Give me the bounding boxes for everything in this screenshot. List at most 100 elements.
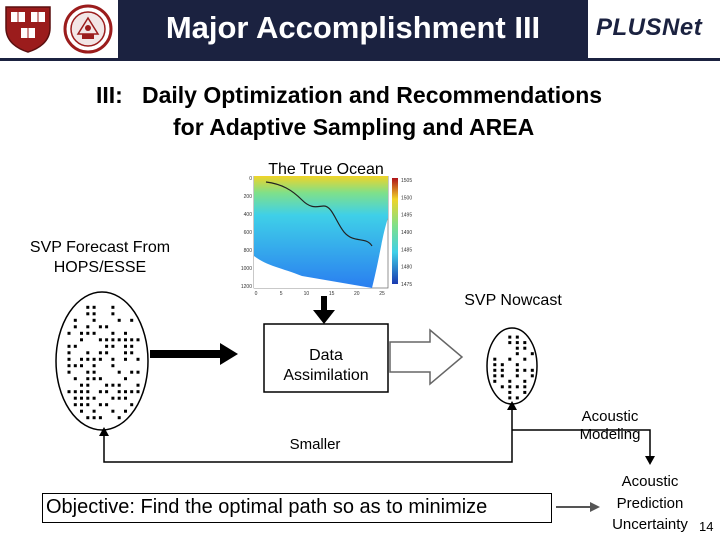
ensemble-dot — [508, 385, 512, 389]
ensemble-dot — [98, 377, 102, 381]
x-tick-label: 15 — [329, 291, 335, 297]
true-ocean-arrow-shaft — [321, 296, 327, 310]
ensemble-dot — [493, 368, 497, 372]
ensemble-dot — [136, 370, 140, 374]
colorbar-tick-label: 1505 — [401, 178, 412, 184]
ensemble-dot — [111, 383, 115, 387]
ensemble-dot — [73, 325, 77, 329]
ensemble-dot — [92, 305, 96, 309]
y-tick-label: 800 — [244, 248, 253, 254]
ensemble-dot — [124, 390, 127, 394]
feedback-loop-line — [103, 404, 513, 463]
ensemble-dot — [508, 357, 512, 361]
ensemble-dot — [523, 379, 527, 383]
ensemble-dot — [111, 312, 115, 316]
ensemble-dot — [530, 368, 534, 372]
title-bar — [118, 0, 588, 58]
ensemble-dot — [111, 396, 115, 400]
svp-nowcast-label: SVP Nowcast — [464, 292, 562, 309]
ensemble-dot — [86, 357, 90, 361]
page-number: 14 — [699, 519, 714, 534]
data-assimilation-label-line-1: Data — [309, 347, 343, 364]
ensemble-dot — [117, 318, 121, 322]
ensemble-dot — [523, 357, 527, 361]
ensemble-dot — [98, 351, 102, 355]
ensemble-dot — [86, 416, 90, 420]
ensemble-dot — [124, 396, 127, 400]
ensemble-dot — [73, 318, 77, 322]
ensemble-dot — [130, 390, 134, 394]
ensemble-dot — [73, 377, 77, 381]
ensemble-dot — [73, 344, 77, 348]
ensemble-dot — [523, 368, 527, 372]
ensemble-dot — [105, 344, 109, 348]
ensemble-dot — [130, 318, 134, 322]
objective-box: Objective: Find the optimal path so as t… — [42, 493, 552, 523]
ensemble-dot — [80, 338, 83, 342]
ensemble-dot — [92, 416, 96, 420]
ensemble-dot — [508, 396, 512, 400]
ensemble-dot — [80, 403, 83, 407]
ensemble-dot — [130, 338, 134, 342]
ensemble-dot — [92, 377, 96, 381]
y-tick-label: 200 — [244, 194, 253, 200]
ensemble-dot — [86, 331, 90, 335]
ensemble-dot — [493, 357, 497, 361]
ensemble-dot — [124, 357, 127, 361]
x-tick-label: 5 — [280, 291, 283, 297]
ensemble-dot — [73, 364, 77, 368]
ensemble-dot — [111, 305, 115, 309]
ensemble-dot — [86, 325, 90, 329]
colorbar-tick-label: 1485 — [401, 247, 412, 253]
ensemble-dot — [117, 396, 121, 400]
ensemble-dot — [67, 344, 71, 348]
ensemble-dot — [73, 403, 77, 407]
ensemble-dot — [98, 390, 102, 394]
svp-forecast-label-line-2: HOPS/ESSE — [53, 259, 147, 276]
ensemble-dot — [92, 370, 96, 374]
ensemble-dot — [111, 338, 115, 342]
ensemble-dot — [80, 331, 83, 335]
x-tick-label: 0 — [255, 291, 258, 297]
ensemble-dot — [105, 325, 109, 329]
ensemble-dot — [515, 368, 519, 372]
ensemble-dot — [80, 383, 83, 387]
ensemble-dot — [86, 370, 90, 374]
ensemble-dot — [105, 351, 109, 355]
ensemble-dot — [508, 335, 512, 339]
ensemble-dot — [530, 374, 534, 378]
ensemble-dot — [515, 363, 519, 367]
acoustic-modeling-label-line-1: Acoustic — [581, 408, 639, 425]
ensemble-dot — [493, 374, 497, 378]
ensemble-dot — [523, 390, 527, 394]
ensemble-dot — [515, 374, 519, 378]
ensemble-dot — [98, 403, 102, 407]
ensemble-dot — [73, 390, 77, 394]
svp-forecast-label-line-1: SVP Forecast From — [29, 239, 171, 256]
ensemble-dot — [117, 338, 121, 342]
y-tick-label: 400 — [244, 212, 253, 218]
harvard-shield-logo — [2, 4, 54, 54]
nowcast-block-arrow — [389, 328, 464, 386]
ensemble-dot — [111, 344, 115, 348]
slide-header: Major Accomplishment III PLUSNet — [0, 0, 720, 62]
objective-text: Objective: Find the optimal path so as t… — [46, 496, 488, 518]
prediction-arrow-head — [645, 456, 655, 465]
ensemble-dot — [67, 390, 71, 394]
colorbar-tick-label: 1480 — [401, 265, 412, 271]
ensemble-dot — [111, 409, 115, 413]
header-rule — [0, 58, 720, 61]
ensemble-dot — [86, 312, 90, 316]
ensemble-dot — [86, 403, 90, 407]
ensemble-dot — [92, 409, 96, 413]
ensemble-dot — [493, 379, 497, 383]
ensemble-dot — [530, 352, 534, 356]
ensemble-dot — [105, 338, 109, 342]
ensemble-dot — [130, 344, 134, 348]
ensemble-dot — [67, 364, 71, 368]
ensemble-dot — [92, 396, 96, 400]
ensemble-dot — [117, 390, 121, 394]
ensemble-dot — [92, 312, 96, 316]
ensemble-dot — [523, 385, 527, 389]
feedback-arrow-head — [99, 427, 109, 436]
